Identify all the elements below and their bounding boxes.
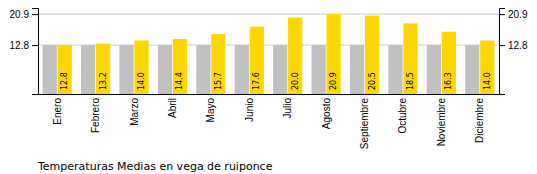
bar — [173, 39, 187, 94]
x-tick: Mayo — [205, 98, 216, 123]
data-label: 16.3 — [444, 72, 453, 90]
bar — [81, 45, 95, 94]
bar — [465, 45, 479, 94]
data-label: 20.0 — [291, 72, 300, 90]
data-label: 14.4 — [175, 72, 184, 90]
x-tick: Julio — [282, 98, 293, 119]
y2-axis-line — [500, 9, 506, 95]
y2-tick-label: 20.9 — [508, 9, 528, 20]
bar — [119, 45, 133, 94]
x-tick: Febrero — [90, 98, 101, 133]
data-label: 20.5 — [368, 72, 377, 90]
y-tick-mark — [32, 45, 38, 46]
y-tick-mark — [32, 14, 38, 15]
y-tick-label: 20.9 — [10, 9, 30, 20]
data-labels: 12.8 13.2 14.0 14.4 15.7 17.6 20.0 20.9 20.5 18.5… — [60, 72, 492, 90]
bar — [442, 32, 456, 94]
bar — [288, 18, 302, 94]
bars — [43, 14, 495, 94]
x-tick-label: Agosto — [321, 98, 332, 130]
x-tick: Noviembre — [436, 98, 447, 147]
bar — [312, 45, 326, 94]
y2-tick: 12.8 — [499, 40, 528, 51]
y2-tick-label: 12.8 — [508, 40, 528, 51]
x-tick-label: Febrero — [90, 98, 101, 133]
x-axis-line — [39, 94, 500, 95]
x-tick-label: Abril — [167, 98, 178, 118]
data-label: 18.5 — [406, 72, 415, 90]
bar — [273, 45, 287, 94]
x-tick: Diciembre — [474, 98, 485, 143]
bar — [96, 44, 110, 94]
y2-tick: 20.9 — [499, 9, 528, 20]
x-tick-label: Mayo — [205, 98, 216, 123]
x-tick: Junio — [244, 98, 255, 122]
bar — [427, 45, 441, 94]
y-axis-line — [32, 9, 39, 95]
x-tick-label: Octubre — [397, 98, 408, 134]
y2-tick-mark — [499, 14, 505, 15]
x-tick: Septiembre — [359, 98, 370, 150]
bar — [235, 45, 249, 94]
data-label: 17.6 — [252, 72, 261, 90]
x-axis: Enero Febrero Marzo Abril Mayo Junio Julio Agos… — [39, 95, 500, 150]
y-tick-label: 12.8 — [10, 40, 30, 51]
x-tick-label: Julio — [282, 98, 293, 119]
grid — [38, 14, 499, 45]
x-tick-label: Enero — [52, 98, 63, 125]
y2-tick-mark — [499, 45, 505, 46]
data-label: 14.0 — [483, 72, 492, 90]
data-label: 14.0 — [137, 72, 146, 90]
data-label: 20.9 — [329, 72, 338, 90]
chart-container: 12.8 20.9 12.8 20.9 Enero Febrero Marzo Abril Ma… — [0, 0, 537, 174]
x-tick: Agosto — [321, 98, 332, 130]
y-axis: 12.8 20.9 — [10, 9, 39, 95]
bar — [58, 45, 72, 94]
data-label: 13.2 — [99, 72, 108, 90]
y-tick: 20.9 — [10, 9, 38, 20]
title: Temperaturas Medias en vega de ruiponce — [37, 160, 273, 173]
y-tick: 12.8 — [10, 40, 38, 51]
x-tick-label: Diciembre — [474, 98, 485, 143]
bar — [326, 14, 340, 94]
bar — [388, 45, 402, 94]
bar — [43, 45, 57, 94]
y2-axis: 12.8 20.9 — [499, 9, 528, 95]
bar — [158, 45, 172, 94]
x-tick-label: Noviembre — [436, 98, 447, 147]
data-label: 15.7 — [214, 72, 223, 90]
x-tick: Abril — [167, 98, 178, 118]
data-label: 12.8 — [60, 72, 69, 90]
grid-line — [38, 14, 499, 15]
bar — [403, 23, 417, 94]
x-tick-label: Septiembre — [359, 98, 370, 150]
bar — [480, 40, 494, 94]
x-tick: Octubre — [397, 98, 408, 134]
bar — [134, 40, 148, 94]
bar — [211, 34, 225, 94]
chart: 12.8 20.9 12.8 20.9 Enero Febrero Marzo Abril Ma… — [0, 0, 537, 174]
bar — [365, 16, 379, 94]
x-tick-label: Junio — [244, 98, 255, 122]
bar-series — [58, 14, 495, 94]
x-tick: Marzo — [129, 98, 140, 126]
x-tick-label: Marzo — [129, 98, 140, 126]
x-tick: Enero — [52, 98, 63, 125]
bar — [250, 27, 264, 94]
bar — [350, 45, 364, 94]
bar — [196, 45, 210, 94]
